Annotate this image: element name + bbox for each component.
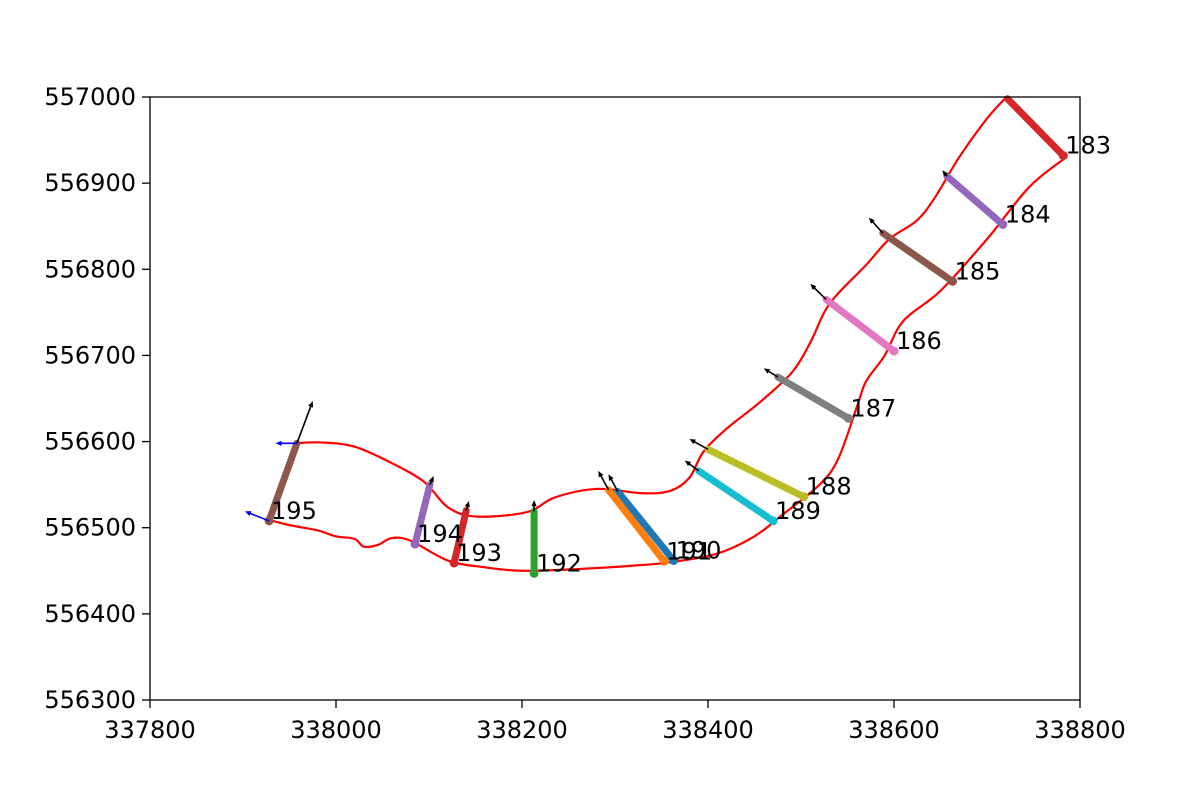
y-tick-label: 556400: [44, 600, 136, 628]
transect-end-point-189: [768, 516, 778, 526]
x-tick-label: 338600: [848, 716, 940, 744]
direction-arrow-2-shaft: [249, 512, 270, 522]
transect-186: [822, 295, 898, 355]
transect-label-189: 189: [775, 497, 821, 525]
y-tick-label: 556800: [44, 255, 136, 283]
normal-arrow-13-shaft: [296, 405, 312, 444]
normal-arrow-3-shaft: [871, 220, 884, 234]
normal-arrow-6-shaft: [693, 440, 709, 451]
transect-191: [604, 486, 668, 565]
normal-arrow-4-head: [810, 283, 817, 290]
normal-arrow-3-head: [868, 217, 875, 224]
normal-arrow-9-head: [598, 470, 604, 478]
transect-187: [774, 373, 852, 422]
normal-arrow-9-shaft: [599, 474, 610, 491]
x-tick-label: 338200: [476, 716, 568, 744]
transect-label-192: 192: [536, 549, 582, 577]
transect-188: [704, 445, 808, 501]
transect-end-point-187: [843, 413, 853, 423]
plot-area-frame: [149, 96, 1081, 701]
y-tick-label: 556300: [44, 686, 136, 714]
normal-arrow-8-head: [608, 474, 614, 481]
transect-190: [614, 488, 678, 564]
x-axis-ticks: 337800 338000 338200 338400 338600 338800: [104, 700, 1126, 744]
x-tick-label: 338800: [1034, 716, 1126, 744]
normal-arrow-10-head: [531, 500, 537, 507]
transect-195: [265, 439, 301, 525]
y-tick-label: 556700: [44, 341, 136, 369]
transect-label-194: 194: [417, 520, 463, 548]
y-axis-ticks: 556300 556400 556500 556600 556700 556800 5569…: [44, 83, 150, 714]
direction-arrow-1-head: [275, 440, 282, 446]
normal-arrow-11-head: [464, 501, 470, 508]
transect-end-point-183: [1058, 151, 1068, 161]
transect-189: [695, 467, 777, 525]
y-tick-label: 556900: [44, 169, 136, 197]
x-tick-label: 338000: [290, 716, 382, 744]
transect-end-point-193: [449, 558, 459, 568]
boundary-line-2: [265, 156, 1067, 572]
transect-lines: [264, 95, 1068, 578]
normal-arrow-5-shaft: [767, 370, 779, 378]
transect-label-185: 185: [955, 257, 1001, 285]
transect-184: [943, 172, 1007, 228]
transect-label-184: 184: [1005, 200, 1051, 228]
normal-arrow-4-shaft: [813, 286, 827, 301]
y-tick-label: 556500: [44, 514, 136, 542]
transect-label-188: 188: [806, 473, 852, 501]
transect-label-183: 183: [1065, 132, 1111, 160]
normal-arrow-8-shaft: [610, 478, 619, 492]
transect-label-195: 195: [271, 497, 317, 525]
normal-arrow-13-head: [308, 401, 314, 408]
transect-185: [879, 229, 957, 285]
transect-end-point-192: [529, 568, 539, 578]
transect-label-191: 191: [666, 537, 712, 565]
transect-194: [411, 481, 434, 548]
normal-arrow-7-head: [684, 460, 692, 467]
transect-end-point-186: [889, 346, 899, 356]
y-tick-label: 557000: [44, 83, 136, 111]
transect-end-point-191: [659, 556, 669, 566]
normal-arrow-2-head: [942, 170, 949, 177]
transect-end-point-185: [948, 276, 958, 286]
transect-193: [450, 506, 470, 567]
x-tick-label: 337800: [104, 716, 196, 744]
normal-arrow-5-head: [763, 368, 771, 374]
normal-arrow-6-head: [689, 438, 696, 445]
transect-183: [1003, 95, 1067, 160]
transect-label-193: 193: [456, 539, 502, 567]
arrows: [244, 170, 949, 522]
normal-arrow-7-shaft: [688, 462, 700, 472]
x-tick-label: 338400: [662, 716, 754, 744]
transect-end-point-188: [799, 492, 809, 502]
transect-end-point-184: [998, 219, 1008, 229]
normal-arrow-12-head: [428, 476, 434, 483]
transect-label-190: 190: [676, 536, 722, 564]
transect-label-187: 187: [850, 394, 896, 422]
transect-label-186: 186: [896, 327, 942, 355]
direction-arrow-2-head: [244, 511, 252, 516]
transect-end-point-190: [669, 555, 679, 565]
y-tick-label: 556600: [44, 428, 136, 456]
transect-end-point-194: [410, 539, 420, 549]
